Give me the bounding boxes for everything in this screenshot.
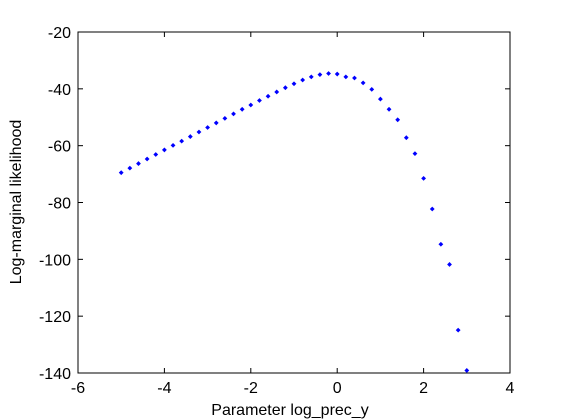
- data-point: [118, 170, 124, 176]
- data-point: [343, 74, 349, 80]
- data-point: [412, 151, 418, 157]
- data-point: [282, 85, 288, 91]
- data-point: [386, 106, 392, 112]
- x-tick-label: -2: [244, 380, 258, 397]
- x-axis: -6 -4 -2 0 2 4: [71, 32, 515, 397]
- data-point: [369, 87, 375, 92]
- data-point: [196, 129, 202, 135]
- y-tick-label: -20: [48, 25, 71, 42]
- data-point: [274, 89, 280, 95]
- data-point: [360, 80, 366, 86]
- data-point: [464, 368, 470, 373]
- data-point: [455, 327, 461, 333]
- data-point: [213, 120, 219, 126]
- data-point: [300, 77, 306, 83]
- data-point: [205, 125, 210, 130]
- y-tick-label: -120: [39, 309, 71, 326]
- y-axis-label: Log-marginal likelihood: [8, 120, 25, 285]
- y-axis: -140 -120 -100 -80 -60 -40 -20: [39, 25, 510, 383]
- x-tick-label: 4: [506, 380, 515, 397]
- data-point: [438, 241, 444, 247]
- y-tick-label: -60: [48, 139, 71, 156]
- data-point: [239, 106, 245, 112]
- data-point: [395, 117, 401, 123]
- data-point: [179, 138, 185, 144]
- data-point: [378, 96, 383, 102]
- data-point: [265, 93, 271, 99]
- data-point: [162, 147, 167, 153]
- data-point: [308, 74, 314, 80]
- x-tick-label: 0: [333, 380, 342, 397]
- data-point: [334, 71, 340, 77]
- data-point: [153, 152, 159, 157]
- data-point: [222, 115, 228, 121]
- y-tick-label: -40: [48, 82, 71, 99]
- x-tick-label: -6: [71, 380, 85, 397]
- data-point: [352, 75, 357, 81]
- x-tick-label: -4: [157, 380, 171, 397]
- y-tick-label: -100: [39, 252, 71, 269]
- data-point: [326, 71, 331, 76]
- data-point: [421, 175, 426, 181]
- data-point: [429, 206, 435, 212]
- data-point: [144, 156, 150, 162]
- data-point: [127, 165, 133, 171]
- data-point: [248, 102, 254, 108]
- y-tick-label: -140: [39, 366, 71, 383]
- data-point: [291, 81, 297, 87]
- data-points: [118, 71, 470, 373]
- x-tick-label: 2: [419, 380, 428, 397]
- data-point: [317, 72, 323, 78]
- data-point: [447, 262, 452, 267]
- data-point: [231, 111, 236, 117]
- data-point: [187, 134, 193, 139]
- data-point: [170, 142, 176, 148]
- data-point: [403, 135, 409, 141]
- data-point: [136, 161, 141, 166]
- data-point: [257, 98, 262, 103]
- plot-area: [77, 31, 511, 374]
- x-axis-label: Parameter log_prec_y: [211, 402, 368, 419]
- y-tick-label: -80: [48, 196, 71, 213]
